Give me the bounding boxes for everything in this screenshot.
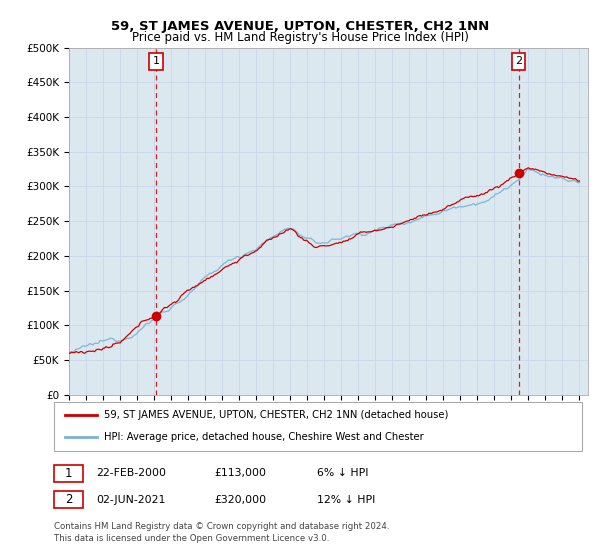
Text: 1: 1 xyxy=(65,466,72,480)
Text: Contains HM Land Registry data © Crown copyright and database right 2024.: Contains HM Land Registry data © Crown c… xyxy=(54,522,389,531)
Text: 6% ↓ HPI: 6% ↓ HPI xyxy=(317,468,368,478)
Text: 1: 1 xyxy=(152,57,160,67)
Text: HPI: Average price, detached house, Cheshire West and Chester: HPI: Average price, detached house, Ches… xyxy=(104,432,424,442)
Text: £113,000: £113,000 xyxy=(215,468,267,478)
Text: 12% ↓ HPI: 12% ↓ HPI xyxy=(317,494,375,505)
Text: 59, ST JAMES AVENUE, UPTON, CHESTER, CH2 1NN: 59, ST JAMES AVENUE, UPTON, CHESTER, CH2… xyxy=(111,20,489,32)
Text: 2: 2 xyxy=(65,493,72,506)
Text: This data is licensed under the Open Government Licence v3.0.: This data is licensed under the Open Gov… xyxy=(54,534,329,543)
Text: 22-FEB-2000: 22-FEB-2000 xyxy=(96,468,166,478)
Text: 02-JUN-2021: 02-JUN-2021 xyxy=(96,494,166,505)
Text: 2: 2 xyxy=(515,57,522,67)
Text: 59, ST JAMES AVENUE, UPTON, CHESTER, CH2 1NN (detached house): 59, ST JAMES AVENUE, UPTON, CHESTER, CH2… xyxy=(104,410,449,420)
Text: Price paid vs. HM Land Registry's House Price Index (HPI): Price paid vs. HM Land Registry's House … xyxy=(131,31,469,44)
Text: £320,000: £320,000 xyxy=(215,494,267,505)
